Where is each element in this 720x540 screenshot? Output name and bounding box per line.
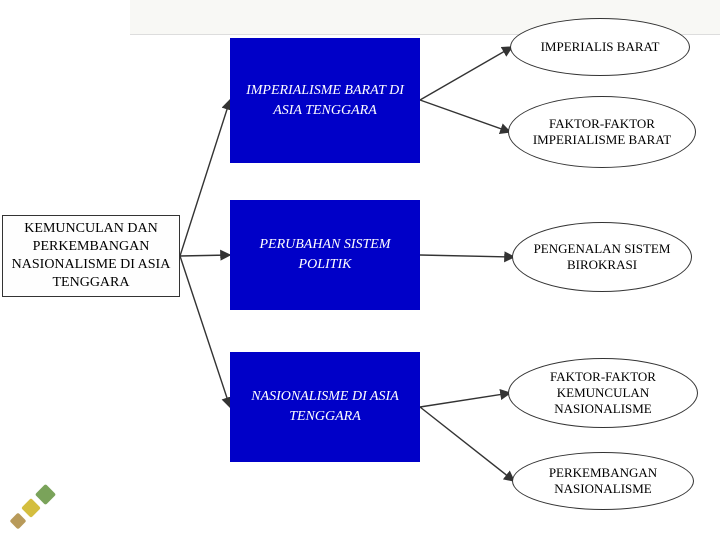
level3-node-o4: FAKTOR-FAKTOR KEMUNCULAN NASIONALISME: [508, 358, 698, 428]
level2-node-b2: PERUBAHAN SISTEM POLITIK: [230, 200, 420, 310]
level3-node-o5: PERKEMBANGAN NASIONALISME: [512, 452, 694, 510]
level3-label-o5: PERKEMBANGAN NASIONALISME: [525, 465, 681, 498]
level3-node-o1: IMPERIALIS BARAT: [510, 18, 690, 76]
level2-label-b1: IMPERIALISME BARAT DI ASIA TENGGARA: [240, 81, 410, 120]
level2-node-b1: IMPERIALISME BARAT DI ASIA TENGGARA: [230, 38, 420, 163]
level3-label-o2: FAKTOR-FAKTOR IMPERIALISME BARAT: [521, 116, 683, 149]
level3-node-o2: FAKTOR-FAKTOR IMPERIALISME BARAT: [508, 96, 696, 168]
corner-decoration: [4, 481, 59, 536]
level2-label-b3: NASIONALISME DI ASIA TENGGARA: [240, 387, 410, 426]
level2-node-b3: NASIONALISME DI ASIA TENGGARA: [230, 352, 420, 462]
root-node-label: KEMUNCULAN DAN PERKEMBANGAN NASIONALISME…: [11, 220, 171, 293]
level3-label-o1: IMPERIALIS BARAT: [541, 39, 660, 55]
root-node: KEMUNCULAN DAN PERKEMBANGAN NASIONALISME…: [2, 215, 180, 297]
level3-node-o3: PENGENALAN SISTEM BIROKRASI: [512, 222, 692, 292]
level3-label-o3: PENGENALAN SISTEM BIROKRASI: [525, 241, 679, 274]
level3-label-o4: FAKTOR-FAKTOR KEMUNCULAN NASIONALISME: [521, 369, 685, 418]
level2-label-b2: PERUBAHAN SISTEM POLITIK: [240, 235, 410, 274]
